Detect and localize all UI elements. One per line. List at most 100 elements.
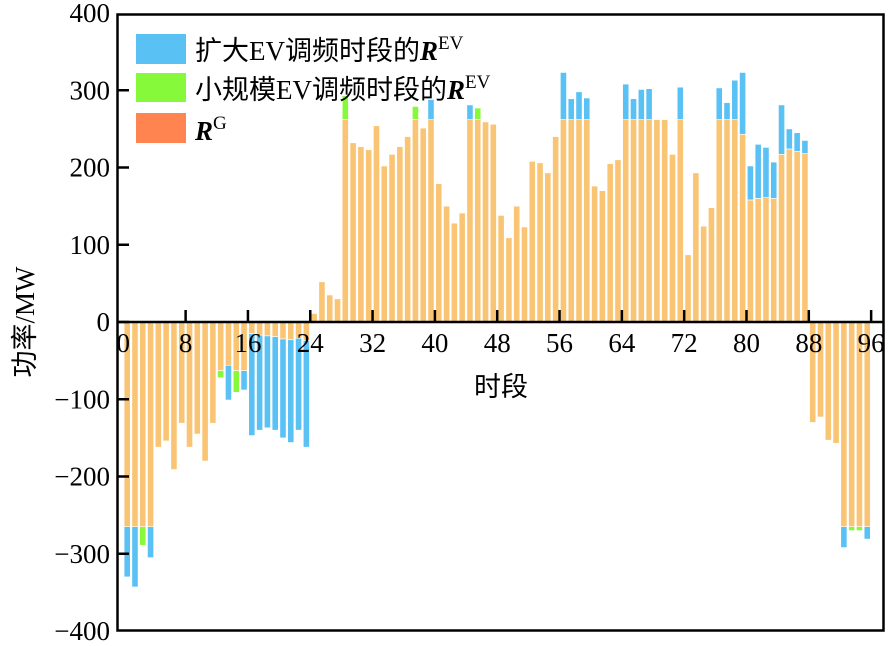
x-tick-label: 88	[795, 328, 822, 358]
bar-rg	[170, 321, 178, 470]
bar-rg	[365, 149, 373, 323]
bar-rg	[435, 183, 443, 323]
bar-rg	[739, 133, 746, 323]
x-tick-label: 32	[359, 328, 386, 358]
bar-expanded-ev	[637, 89, 645, 120]
bar-rg	[630, 119, 637, 323]
bar-rg	[731, 119, 739, 323]
bar-rg	[450, 222, 458, 323]
bar-rg	[279, 321, 287, 340]
bar-small-ev	[232, 370, 240, 393]
bar-rg	[209, 321, 217, 424]
bar-rg	[326, 294, 334, 323]
bar-expanded-ev	[622, 83, 630, 120]
bar-rg	[700, 225, 708, 323]
legend-symbol: R	[446, 75, 465, 105]
x-tick-label: 56	[546, 328, 573, 358]
bar-rg	[832, 321, 840, 444]
x-tick-label: 72	[671, 328, 698, 358]
x-tick-label: 40	[421, 328, 448, 358]
bar-rg	[778, 154, 785, 323]
bar-expanded-ev	[676, 86, 684, 120]
bar-rg	[746, 199, 754, 323]
bar-small-ev	[848, 526, 856, 531]
bar-rg	[147, 321, 154, 528]
bar-expanded-ev	[264, 335, 271, 429]
legend-sup: G	[213, 113, 227, 134]
bar-rg	[552, 136, 560, 323]
x-tick-label: 16	[234, 328, 261, 358]
bar-expanded-ev	[731, 79, 739, 120]
svg-text:扩大EV调频时段的REV: 扩大EV调频时段的REV	[195, 33, 464, 66]
y-tick-label: 300	[70, 75, 111, 105]
bar-rg	[521, 226, 528, 323]
bar-expanded-ev	[567, 98, 575, 120]
y-tick-label: −100	[54, 384, 110, 414]
y-tick-label: −300	[54, 539, 110, 569]
bar-rg	[131, 321, 139, 528]
bar-expanded-ev	[248, 333, 256, 436]
legend-label: 扩大EV调频时段的	[195, 36, 420, 66]
x-tick-label: 80	[733, 328, 760, 358]
legend: 扩大EV调频时段的REV 小规模EV调频时段的REV RG	[136, 33, 491, 146]
bar-expanded-ev	[466, 104, 474, 120]
bar-expanded-ev	[770, 161, 778, 199]
bar-small-ev	[341, 95, 349, 120]
bar-rg	[489, 123, 497, 323]
bar-rg	[614, 159, 622, 323]
bar-rg	[723, 119, 731, 323]
bar-expanded-ev	[427, 99, 435, 120]
bar-rg	[754, 198, 762, 323]
x-tick-label: 8	[179, 328, 193, 358]
bar-rg	[785, 148, 793, 323]
bar-rg	[474, 119, 482, 323]
bar-rg	[505, 237, 513, 323]
bar-rg	[513, 205, 521, 323]
legend-symbol: R	[194, 116, 213, 146]
bar-rg	[412, 119, 419, 323]
bar-expanded-ev	[840, 526, 848, 548]
bar-expanded-ev	[715, 87, 723, 120]
x-tick-label: 0	[117, 328, 131, 358]
bar-small-ev	[412, 106, 419, 120]
bar-rg	[762, 197, 770, 323]
bar-expanded-ev	[801, 140, 809, 154]
bar-rg	[373, 125, 380, 323]
bar-rg	[201, 321, 209, 462]
bar-rg	[264, 321, 271, 337]
bar-rg	[715, 119, 723, 323]
bar-rg	[396, 146, 404, 323]
bar-expanded-ev	[583, 97, 591, 120]
y-tick-label: 0	[97, 307, 111, 337]
bar-expanded-ev	[739, 72, 746, 135]
svg-text:RG: RG	[194, 113, 227, 146]
bar-expanded-ev	[645, 88, 653, 120]
bar-rg	[334, 298, 341, 323]
bar-rg	[271, 321, 279, 337]
bar-rg	[466, 119, 474, 323]
bar-rg	[669, 154, 676, 323]
bar-rg	[575, 119, 583, 323]
bar-rg	[645, 119, 653, 323]
bar-rg	[684, 254, 692, 323]
bar-expanded-ev	[863, 526, 871, 540]
x-tick-label: 48	[484, 328, 511, 358]
bar-rg	[708, 207, 715, 323]
bar-rg	[770, 198, 778, 323]
legend-item-small-ev: 小规模EV调频时段的REV	[136, 72, 491, 105]
bar-rg	[482, 121, 489, 323]
bar-rg	[443, 205, 450, 323]
legend-symbol: R	[419, 36, 438, 66]
bar-rg	[458, 212, 466, 323]
legend-label: 小规模EV调频时段的	[195, 75, 447, 105]
bar-rg	[528, 161, 536, 323]
bar-expanded-ev	[630, 98, 637, 120]
bar-expanded-ev	[560, 72, 567, 120]
legend-sup: EV	[438, 33, 464, 54]
bar-rg	[661, 119, 669, 323]
bar-expanded-ev	[778, 104, 785, 155]
bar-rg	[388, 154, 396, 323]
bar-rg	[225, 321, 232, 366]
